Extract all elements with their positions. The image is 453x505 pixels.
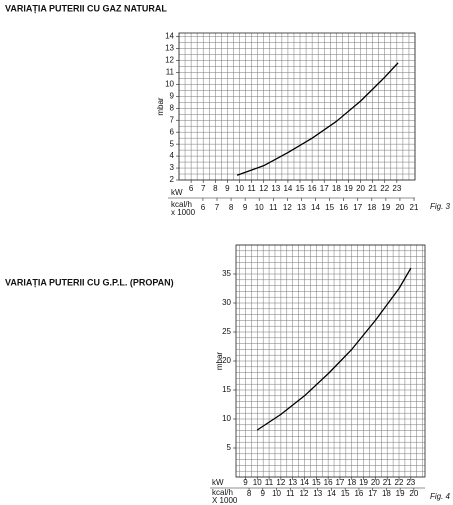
x2-tick-label: 7 <box>215 203 220 212</box>
x-tick-label: 7 <box>201 184 206 193</box>
y-tick-label: 5 <box>170 139 175 148</box>
x2-tick-label: 9 <box>243 203 248 212</box>
y-tick-label: 7 <box>170 115 175 124</box>
x2-tick-label: 21 <box>410 203 419 212</box>
x-tick-label: 13 <box>271 184 280 193</box>
y-axis-label: mbar <box>215 352 224 371</box>
figure-label: Fig. 3 <box>430 202 451 211</box>
y-tick-label: 35 <box>222 269 231 278</box>
x-tick-label: 13 <box>288 478 297 487</box>
x-tick-label: 15 <box>296 184 305 193</box>
chart-title: VARIAȚIA PUTERII CU GAZ NATURAL <box>5 3 167 13</box>
x2-tick-label: 10 <box>255 203 264 212</box>
y-axis-label: mbar <box>156 97 165 116</box>
x-tick-label: 22 <box>380 184 389 193</box>
curve <box>236 62 399 176</box>
x-tick-label: 19 <box>359 478 368 487</box>
x2-tick-label: 16 <box>354 489 363 498</box>
x-tick-label: 16 <box>308 184 317 193</box>
x-tick-label: 12 <box>259 184 268 193</box>
y-tick-label: 2 <box>170 175 175 184</box>
figure-label: Fig. 4 <box>430 492 451 501</box>
y-tick-label: 5 <box>227 443 232 452</box>
x-tick-label: 14 <box>283 184 292 193</box>
y-tick-label: 9 <box>170 91 175 100</box>
x-tick-label: 21 <box>383 478 392 487</box>
y-tick-label: 8 <box>170 103 175 112</box>
x-tick-label: 21 <box>368 184 377 193</box>
x2-tick-label: 19 <box>396 489 405 498</box>
x-axis-label: kW <box>171 188 183 197</box>
x-tick-label: 10 <box>253 478 262 487</box>
x2-tick-label: 14 <box>327 489 336 498</box>
x-tick-label: 22 <box>395 478 404 487</box>
x2-tick-label: 18 <box>367 203 376 212</box>
x-tick-label: 8 <box>213 184 218 193</box>
y-tick-label: 10 <box>165 79 174 88</box>
x2-axis-sublabel: x 1000 <box>171 208 196 217</box>
x2-tick-label: 17 <box>353 203 362 212</box>
x2-tick-label: 11 <box>269 203 278 212</box>
x-tick-label: 17 <box>320 184 329 193</box>
y-tick-label: 15 <box>222 385 231 394</box>
x2-axis-label: kcal/h <box>212 488 233 497</box>
x2-tick-label: 8 <box>229 203 234 212</box>
x2-tick-label: 19 <box>381 203 390 212</box>
x2-tick-label: 20 <box>409 489 418 498</box>
y-tick-label: 30 <box>222 298 231 307</box>
x2-tick-label: 6 <box>201 203 206 212</box>
y-tick-label: 14 <box>165 32 174 41</box>
x-tick-label: 6 <box>189 184 194 193</box>
x-tick-label: 19 <box>344 184 353 193</box>
x-tick-label: 20 <box>371 478 380 487</box>
x-tick-label: 10 <box>235 184 244 193</box>
y-tick-label: 13 <box>165 44 174 53</box>
x-tick-label: 15 <box>312 478 321 487</box>
x-tick-label: 9 <box>243 478 248 487</box>
x-tick-label: 18 <box>347 478 356 487</box>
x-axis-label: kW <box>212 478 224 487</box>
x-tick-label: 23 <box>392 184 401 193</box>
x2-tick-label: 18 <box>382 489 391 498</box>
x2-tick-label: 12 <box>300 489 309 498</box>
y-tick-label: 20 <box>222 356 231 365</box>
y-tick-label: 25 <box>222 327 231 336</box>
x2-tick-label: 14 <box>311 203 320 212</box>
y-tick-label: 12 <box>165 56 174 65</box>
x2-tick-label: 15 <box>341 489 350 498</box>
x-tick-label: 11 <box>265 478 274 487</box>
x-tick-label: 23 <box>406 478 415 487</box>
x-tick-label: 20 <box>356 184 365 193</box>
x2-tick-label: 9 <box>261 489 266 498</box>
x2-tick-label: 13 <box>297 203 306 212</box>
x-tick-label: 18 <box>332 184 341 193</box>
x2-tick-label: 20 <box>395 203 404 212</box>
x-tick-label: 14 <box>300 478 309 487</box>
x-tick-label: 11 <box>247 184 256 193</box>
x2-tick-label: 11 <box>286 489 295 498</box>
x-tick-label: 12 <box>276 478 285 487</box>
y-tick-label: 11 <box>166 68 175 77</box>
x-tick-label: 16 <box>324 478 333 487</box>
x-tick-label: 17 <box>335 478 344 487</box>
x2-tick-label: 12 <box>283 203 292 212</box>
x2-tick-label: 10 <box>272 489 281 498</box>
x2-axis-label: kcal/h <box>171 200 192 209</box>
x2-tick-label: 17 <box>368 489 377 498</box>
plot-frame <box>178 32 416 181</box>
chart-title: VARIAȚIA PUTERII CU G.P.L. (PROPAN) <box>5 277 174 287</box>
y-tick-label: 3 <box>170 163 175 172</box>
x2-tick-label: 8 <box>247 489 252 498</box>
x2-tick-label: 13 <box>313 489 322 498</box>
y-tick-label: 6 <box>170 127 175 136</box>
x2-axis-sublabel: X 1000 <box>212 496 238 505</box>
curve <box>256 267 412 431</box>
x2-tick-label: 15 <box>325 203 334 212</box>
x-tick-label: 9 <box>225 184 230 193</box>
y-tick-label: 10 <box>222 414 231 423</box>
y-tick-label: 4 <box>170 151 175 160</box>
x2-tick-label: 16 <box>339 203 348 212</box>
